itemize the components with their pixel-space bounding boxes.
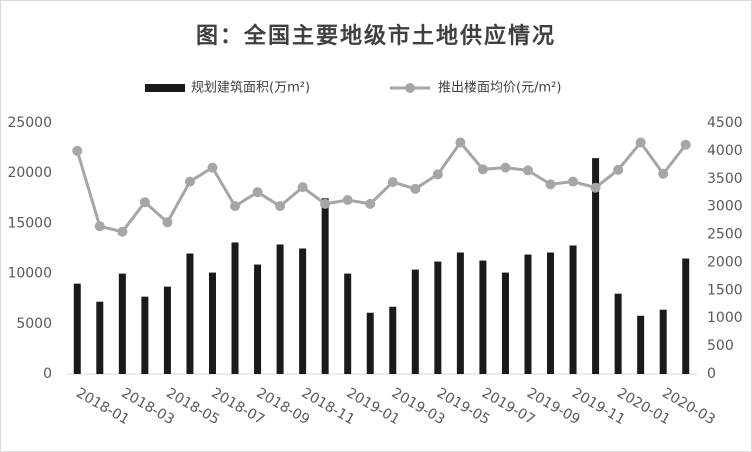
y2-tick-label: 0 bbox=[707, 366, 716, 382]
y-tick-label: 10000 bbox=[7, 266, 52, 282]
bar bbox=[614, 293, 622, 374]
bar bbox=[163, 286, 171, 374]
y-tick-label: 20000 bbox=[7, 165, 52, 181]
line-marker bbox=[410, 183, 421, 194]
line-marker bbox=[680, 139, 691, 150]
line bbox=[75, 140, 687, 234]
legend-label: 规划建筑面积(万m²) bbox=[191, 80, 310, 96]
bar bbox=[479, 260, 487, 374]
line-marker bbox=[568, 176, 579, 187]
y2-tick-label: 3500 bbox=[707, 171, 743, 187]
bar bbox=[682, 258, 690, 374]
bar bbox=[231, 242, 239, 374]
bar bbox=[434, 261, 442, 374]
line-marker bbox=[522, 165, 533, 176]
line-marker bbox=[297, 182, 308, 193]
bar bbox=[547, 252, 555, 374]
line-marker bbox=[477, 164, 488, 175]
line-marker bbox=[342, 194, 353, 205]
line-marker bbox=[387, 177, 398, 188]
line-marker bbox=[72, 145, 83, 156]
line-marker bbox=[94, 221, 105, 232]
line-marker bbox=[432, 169, 443, 180]
y-tick-label: 5000 bbox=[16, 316, 52, 332]
bar bbox=[501, 272, 509, 374]
line-marker bbox=[545, 179, 556, 190]
line-marker bbox=[658, 168, 669, 179]
y2-tick-label: 4500 bbox=[707, 115, 743, 131]
line-marker bbox=[230, 201, 241, 212]
bar bbox=[569, 245, 577, 374]
bar bbox=[254, 264, 262, 374]
bar bbox=[456, 252, 464, 374]
y-tick-label: 25000 bbox=[7, 115, 52, 131]
line-marker bbox=[207, 162, 218, 173]
legend-label: 推出楼面均价(元/m²) bbox=[438, 81, 561, 96]
y2-tick-label: 1000 bbox=[707, 310, 743, 326]
y2-tick-label: 1500 bbox=[707, 282, 743, 298]
line-marker bbox=[500, 162, 511, 173]
bar bbox=[208, 272, 216, 374]
bar bbox=[592, 158, 600, 374]
bar bbox=[366, 312, 374, 374]
bar bbox=[524, 254, 532, 374]
legend-swatch bbox=[405, 83, 415, 93]
bar bbox=[96, 301, 104, 374]
line-marker bbox=[613, 164, 624, 175]
bar bbox=[73, 283, 81, 374]
bar bbox=[389, 306, 397, 374]
line-marker bbox=[184, 176, 195, 187]
bar bbox=[276, 244, 284, 374]
legend-swatch bbox=[145, 84, 185, 92]
y2-tick-label: 500 bbox=[707, 338, 734, 354]
bar bbox=[186, 253, 194, 374]
line-marker bbox=[455, 137, 466, 148]
line-marker bbox=[162, 217, 173, 228]
bar bbox=[344, 273, 352, 374]
bar bbox=[321, 198, 329, 374]
y-tick-label: 0 bbox=[43, 366, 52, 382]
chart-title: 图：全国主要地级市土地供应情况 bbox=[196, 23, 556, 49]
line-marker bbox=[590, 182, 601, 193]
line-marker bbox=[252, 187, 263, 198]
bar bbox=[141, 296, 149, 374]
line-marker bbox=[117, 226, 128, 237]
line-marker bbox=[320, 198, 331, 209]
line-marker bbox=[365, 198, 376, 209]
bar bbox=[659, 309, 667, 374]
y2-tick-label: 2000 bbox=[707, 254, 743, 270]
line-marker bbox=[275, 201, 286, 212]
bar bbox=[118, 273, 126, 374]
y-tick-label: 15000 bbox=[7, 215, 52, 231]
y2-tick-label: 4000 bbox=[707, 143, 743, 159]
line-marker bbox=[139, 197, 150, 208]
y2-tick-label: 3000 bbox=[707, 199, 743, 215]
bar bbox=[411, 269, 419, 374]
bar bbox=[299, 248, 307, 374]
line-marker bbox=[635, 137, 646, 148]
bar bbox=[637, 315, 645, 374]
y2-tick-label: 2500 bbox=[707, 227, 743, 243]
